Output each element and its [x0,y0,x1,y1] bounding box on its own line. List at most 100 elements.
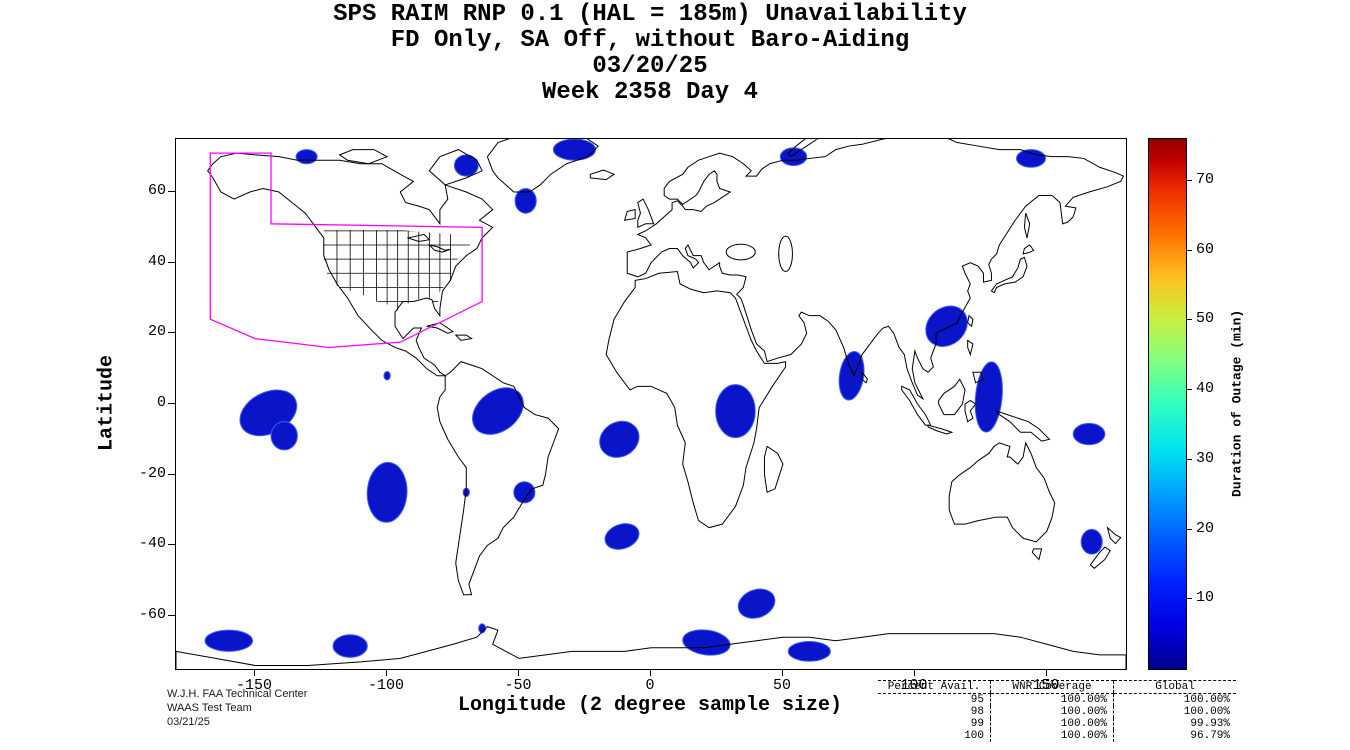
stats-cell: 100.00% [1113,693,1236,706]
plot-title-block: SPS RAIM RNP 0.1 (HAL = 185m) Unavailabi… [175,2,1125,106]
tick-mark [650,669,651,676]
tick-mark [168,332,175,333]
tick-mark [168,615,175,616]
outage-region [788,641,830,661]
stats-cell: 96.79% [1113,730,1236,742]
tick-mark [168,403,175,404]
colorbar-tick-label: 40 [1196,380,1215,397]
colorbar-tick-label: 20 [1196,520,1215,537]
table-row: 100 100.00% 96.79% [878,730,1236,742]
outage-region [296,150,317,164]
stats-col2-header: WNR Coverage [990,680,1114,694]
tick-mark [1186,389,1192,390]
tick-mark [1186,529,1192,530]
outage-region [384,371,390,379]
tick-mark [1186,180,1192,181]
world-map-plot: (WJH FAA Tech Cntr, NJ USA) [175,138,1127,670]
lat-tick-label: 40 [147,253,166,270]
lon-tick-label: 50 [772,677,791,694]
title-line-2: FD Only, SA Off, without Baro-Aiding [390,27,910,54]
outage-region [1081,529,1102,554]
table-row: 98 100.00% 100.00% [878,706,1236,718]
stats-cell: 99.93% [1113,718,1236,730]
world-map-svg [176,139,1126,669]
colorbar-tick-label: 50 [1196,310,1215,327]
org-info-block: W.J.H. FAA Technical Center WAAS Test Te… [167,687,307,729]
lat-tick-label: -60 [138,606,166,623]
outage-region [716,385,756,438]
outage-regions-layer [205,139,1105,661]
tick-mark [254,669,255,676]
tick-mark [386,669,387,676]
lat-tick-label: 0 [156,394,166,411]
stats-cell: 98 [970,706,984,718]
inland-water-layer [408,234,792,271]
outage-region [972,359,1005,434]
outage-region [205,630,253,651]
title-line-4: Week 2358 Day 4 [541,79,759,106]
org-line-3: 03/21/25 [167,716,210,728]
outage-region [514,482,535,503]
outage-region [780,148,806,166]
outage-region [1016,150,1045,168]
stats-cell: 99 [970,718,984,730]
lat-tick-label: -20 [138,465,166,482]
stats-cell: 100.00% [990,730,1114,742]
lon-tick-label: -50 [504,677,532,694]
tick-mark [1186,459,1192,460]
stats-cell: 100.00% [1113,706,1236,718]
outage-region [271,422,297,450]
tick-mark [1046,669,1047,676]
outage-region [598,417,642,461]
stats-cell: 95 [970,694,984,706]
tick-mark [1186,598,1192,599]
outage-region [364,458,411,526]
tick-mark [1186,250,1192,251]
tick-mark [168,191,175,192]
tick-mark [168,262,175,263]
colorbar [1148,138,1187,670]
table-row: 99 100.00% 99.93% [878,718,1236,730]
outage-region [1073,423,1105,444]
lat-tick-label: 60 [147,182,166,199]
colorbar-tick-label: 60 [1196,241,1215,258]
outage-region [468,379,528,443]
lon-tick-label: -100 [367,677,404,694]
colorbar-tick-label: 30 [1196,450,1215,467]
tick-mark [914,669,915,676]
colorbar-tick-label: 10 [1196,589,1215,606]
waas-boundary-outline [210,153,482,347]
lon-tick-label: 0 [645,677,655,694]
stats-cell: 100 [964,730,984,742]
outage-region [333,635,367,658]
coverage-stats-table: Percent Avail. WNR Coverage Global 95 10… [878,680,1236,742]
outage-region [737,585,777,621]
title-line-1: SPS RAIM RNP 0.1 (HAL = 185m) Unavailabi… [333,1,967,28]
org-line-2: WAAS Test Team [167,702,252,714]
outage-region [454,155,478,176]
x-axis-label: Longitude (2 degree sample size) [457,694,843,717]
lon-tick-label: -150 [235,677,272,694]
outage-region [682,627,731,657]
tick-mark [518,669,519,676]
colorbar-label: Duration of Outage (min) [1229,309,1245,497]
tick-mark [1186,319,1192,320]
outage-region [515,188,536,213]
stats-cell: 100.00% [990,706,1114,718]
tick-mark [168,474,175,475]
us-state-boundaries [321,227,477,315]
y-axis-label: Latitude [95,355,119,452]
outage-region [553,139,595,160]
colorbar-tick-label: 70 [1196,171,1215,188]
stats-cell: 100.00% [990,718,1114,730]
lat-tick-label: -40 [138,535,166,552]
lat-tick-label: 20 [147,323,166,340]
outage-region [835,348,868,404]
outage-region [603,520,640,552]
table-row: 95 100.00% 100.00% [878,693,1236,706]
org-line-1: W.J.H. FAA Technical Center [167,688,308,700]
tick-mark [782,669,783,676]
stats-col3-header: Global [1113,680,1236,694]
stats-cell: 100.00% [990,693,1114,706]
